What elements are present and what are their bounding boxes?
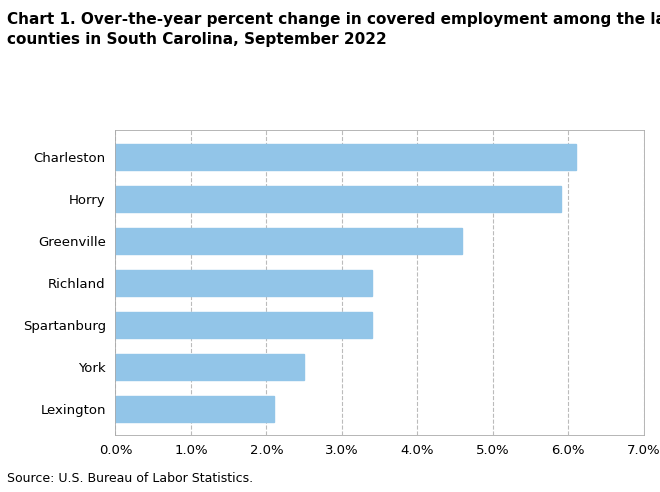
- Text: Chart 1. Over-the-year percent change in covered employment among the largest: Chart 1. Over-the-year percent change in…: [7, 12, 660, 27]
- Text: Source: U.S. Bureau of Labor Statistics.: Source: U.S. Bureau of Labor Statistics.: [7, 472, 253, 485]
- Bar: [115, 396, 274, 422]
- Bar: [115, 186, 560, 212]
- Bar: [115, 354, 304, 380]
- Bar: [115, 144, 576, 170]
- Bar: [115, 312, 372, 338]
- Text: counties in South Carolina, September 2022: counties in South Carolina, September 20…: [7, 32, 386, 47]
- Bar: [115, 270, 372, 296]
- Bar: [115, 228, 463, 254]
